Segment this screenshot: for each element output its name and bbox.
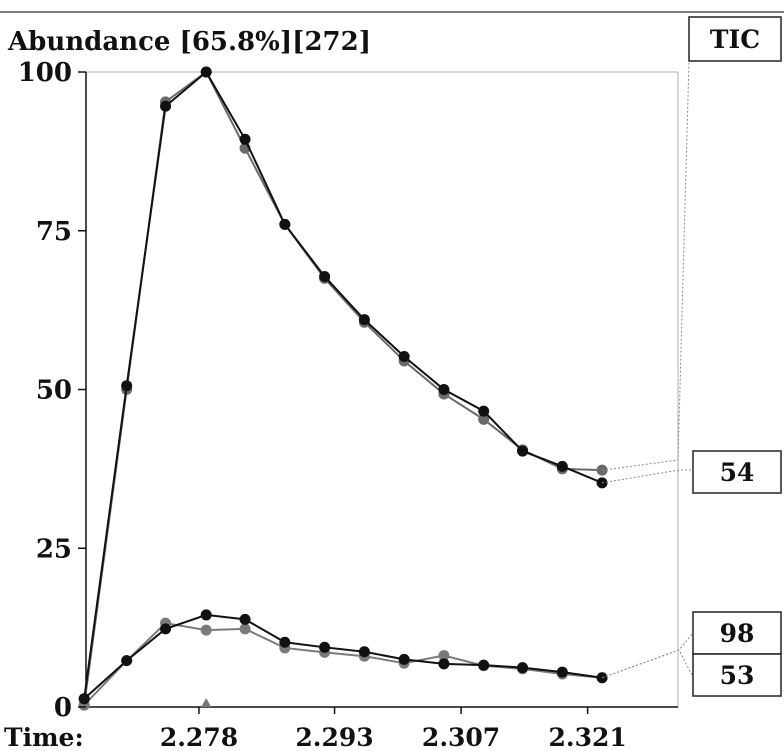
data-point [478, 413, 490, 425]
x-tick-label: 2.321 [548, 723, 626, 751]
y-tick-label: 75 [36, 217, 72, 247]
data-point [239, 133, 251, 145]
x-tick-label: 2.293 [295, 723, 373, 751]
data-point [200, 66, 212, 78]
data-point [398, 350, 410, 362]
legend-leader-line [601, 469, 693, 484]
legend-box-tic [688, 16, 782, 62]
legend-label: TIC [710, 25, 760, 54]
data-point [438, 384, 450, 395]
chart-title: Abundance [65.8%][272] [7, 27, 371, 57]
series-line-53 [83, 613, 603, 700]
data-point [478, 405, 490, 417]
plot-area-frame [85, 71, 679, 708]
legend-box-53 [692, 653, 782, 697]
x-axis-label: Time: [4, 723, 84, 751]
legend-box-54 [692, 450, 782, 494]
legend-box-98 [692, 611, 782, 655]
data-point [160, 623, 172, 635]
legend-leader-line [601, 632, 694, 679]
data-point [121, 655, 133, 667]
data-point [358, 314, 370, 326]
peak-marker-icon [201, 698, 212, 707]
legend-label: 53 [720, 661, 755, 690]
data-point [517, 662, 529, 674]
x-tick-label: 2.307 [422, 723, 500, 751]
series-line-54 [83, 70, 603, 699]
data-point [200, 609, 212, 621]
data-point [121, 380, 133, 392]
data-point [556, 460, 568, 472]
y-tick-label: 50 [36, 376, 72, 406]
series-line-98 [83, 622, 603, 706]
series-line-tic [83, 70, 603, 706]
data-point [398, 653, 410, 665]
legend-leader-line [602, 60, 690, 471]
data-point [279, 636, 291, 648]
data-point [200, 624, 212, 636]
legend-label: 98 [720, 619, 755, 648]
data-point [358, 646, 370, 658]
data-point [239, 623, 251, 635]
data-point [279, 218, 291, 230]
x-tick-label: 2.278 [160, 723, 238, 751]
data-point [517, 445, 529, 457]
data-point [438, 658, 450, 670]
legend-label: 54 [720, 458, 755, 487]
data-point [78, 693, 90, 705]
data-point [319, 641, 331, 653]
y-tick-label: 25 [36, 534, 72, 564]
data-point [319, 270, 331, 282]
data-point [478, 659, 490, 671]
y-tick-label: 0 [54, 693, 72, 723]
data-point [239, 613, 251, 625]
legend-leader-line [601, 649, 694, 679]
data-point [438, 650, 450, 662]
y-tick-label: 100 [18, 58, 72, 88]
data-point [160, 100, 172, 112]
data-point [556, 666, 568, 678]
